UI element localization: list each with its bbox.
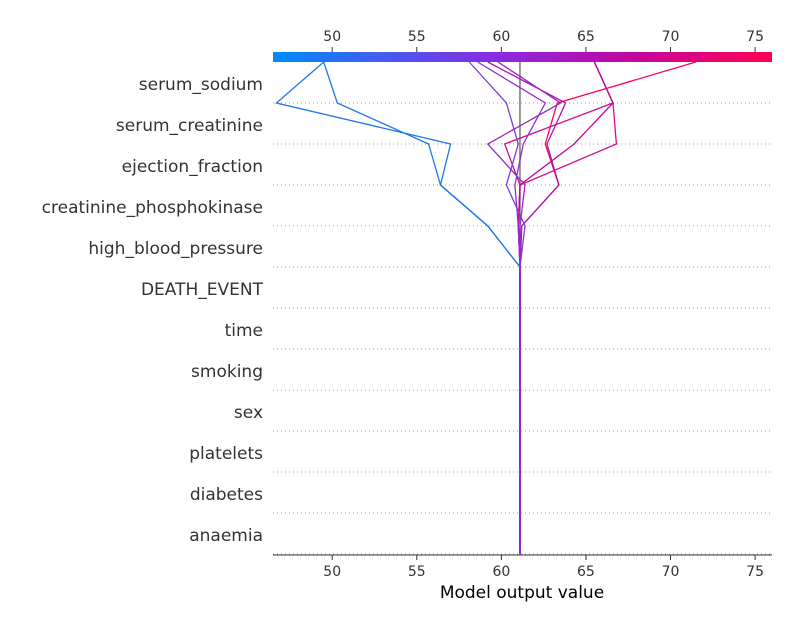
bottom-tick-label: 70: [662, 564, 680, 580]
bottom-tick-label: 55: [408, 564, 426, 580]
feature-label: smoking: [191, 362, 263, 382]
feature-label: sex: [234, 403, 263, 423]
feature-label: ejection_fraction: [122, 157, 263, 177]
feature-label: platelets: [189, 444, 263, 464]
top-tick-label: 75: [746, 29, 764, 45]
top-tick-label: 50: [323, 29, 341, 45]
bottom-tick-label: 65: [577, 564, 595, 580]
feature-label: creatinine_phosphokinase: [42, 198, 263, 218]
top-tick-label: 65: [577, 29, 595, 45]
bottom-axis-ticks: 50 55 60 65 70 75: [323, 555, 764, 580]
feature-label: DEATH_EVENT: [141, 280, 264, 300]
x-axis-label: Model output value: [440, 583, 604, 603]
feature-label: serum_sodium: [139, 75, 263, 95]
color-bar: [273, 52, 772, 62]
bottom-tick-label: 50: [323, 564, 341, 580]
top-tick-label: 70: [662, 29, 680, 45]
feature-label: high_blood_pressure: [88, 239, 263, 259]
bottom-tick-label: 60: [492, 564, 510, 580]
feature-label: time: [225, 321, 263, 341]
grid-lines: [273, 102, 772, 555]
top-tick-label: 55: [408, 29, 426, 45]
decision-line: [503, 61, 614, 555]
decision-line: [477, 61, 547, 555]
feature-labels: serum_sodium serum_creatinine ejection_fra…: [42, 75, 264, 546]
top-tick-label: 60: [492, 29, 510, 45]
feature-label: diabetes: [190, 485, 263, 505]
bottom-tick-label: 75: [746, 564, 764, 580]
feature-label: anaemia: [189, 526, 263, 546]
top-axis-ticks: 50 55 60 65 70 75: [323, 29, 764, 52]
decision-lines: [275, 61, 697, 555]
decision-line: [275, 61, 521, 555]
feature-label: serum_creatinine: [116, 116, 263, 136]
